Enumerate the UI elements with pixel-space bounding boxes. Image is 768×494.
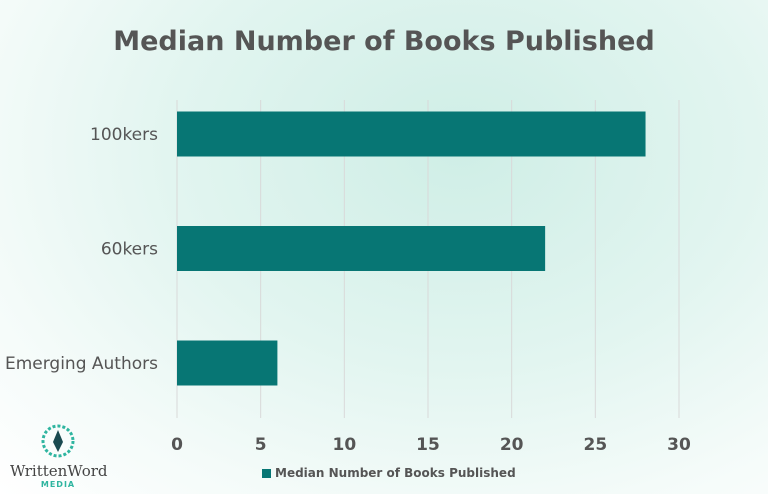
- x-tick-label: 30: [667, 435, 691, 455]
- legend-label: Median Number of Books Published: [275, 466, 516, 480]
- x-tick-label: 25: [583, 435, 607, 455]
- chart-title: Median Number of Books Published: [113, 26, 655, 57]
- legend: Median Number of Books Published: [262, 466, 516, 480]
- bar-100kers: [177, 111, 646, 157]
- bar-emerging-authors: [177, 340, 278, 386]
- x-tick-label: 5: [255, 435, 267, 455]
- x-tick-label: 20: [500, 435, 524, 455]
- y-category-label: 100kers: [90, 125, 158, 145]
- bar-60kers: [177, 226, 546, 271]
- logo-sub: MEDIA: [40, 480, 76, 489]
- y-category-label: Emerging Authors: [5, 354, 158, 374]
- writtenword-logo: WrittenWord MEDIA: [10, 424, 108, 489]
- x-tick-label: 0: [171, 435, 183, 455]
- logo-name: WrittenWord: [10, 462, 108, 480]
- pen-nib-icon: [41, 424, 75, 458]
- x-tick-label: 15: [416, 435, 440, 455]
- x-tick-label: 10: [332, 435, 356, 455]
- y-category-label: 60kers: [101, 240, 158, 260]
- legend-swatch: [262, 468, 271, 478]
